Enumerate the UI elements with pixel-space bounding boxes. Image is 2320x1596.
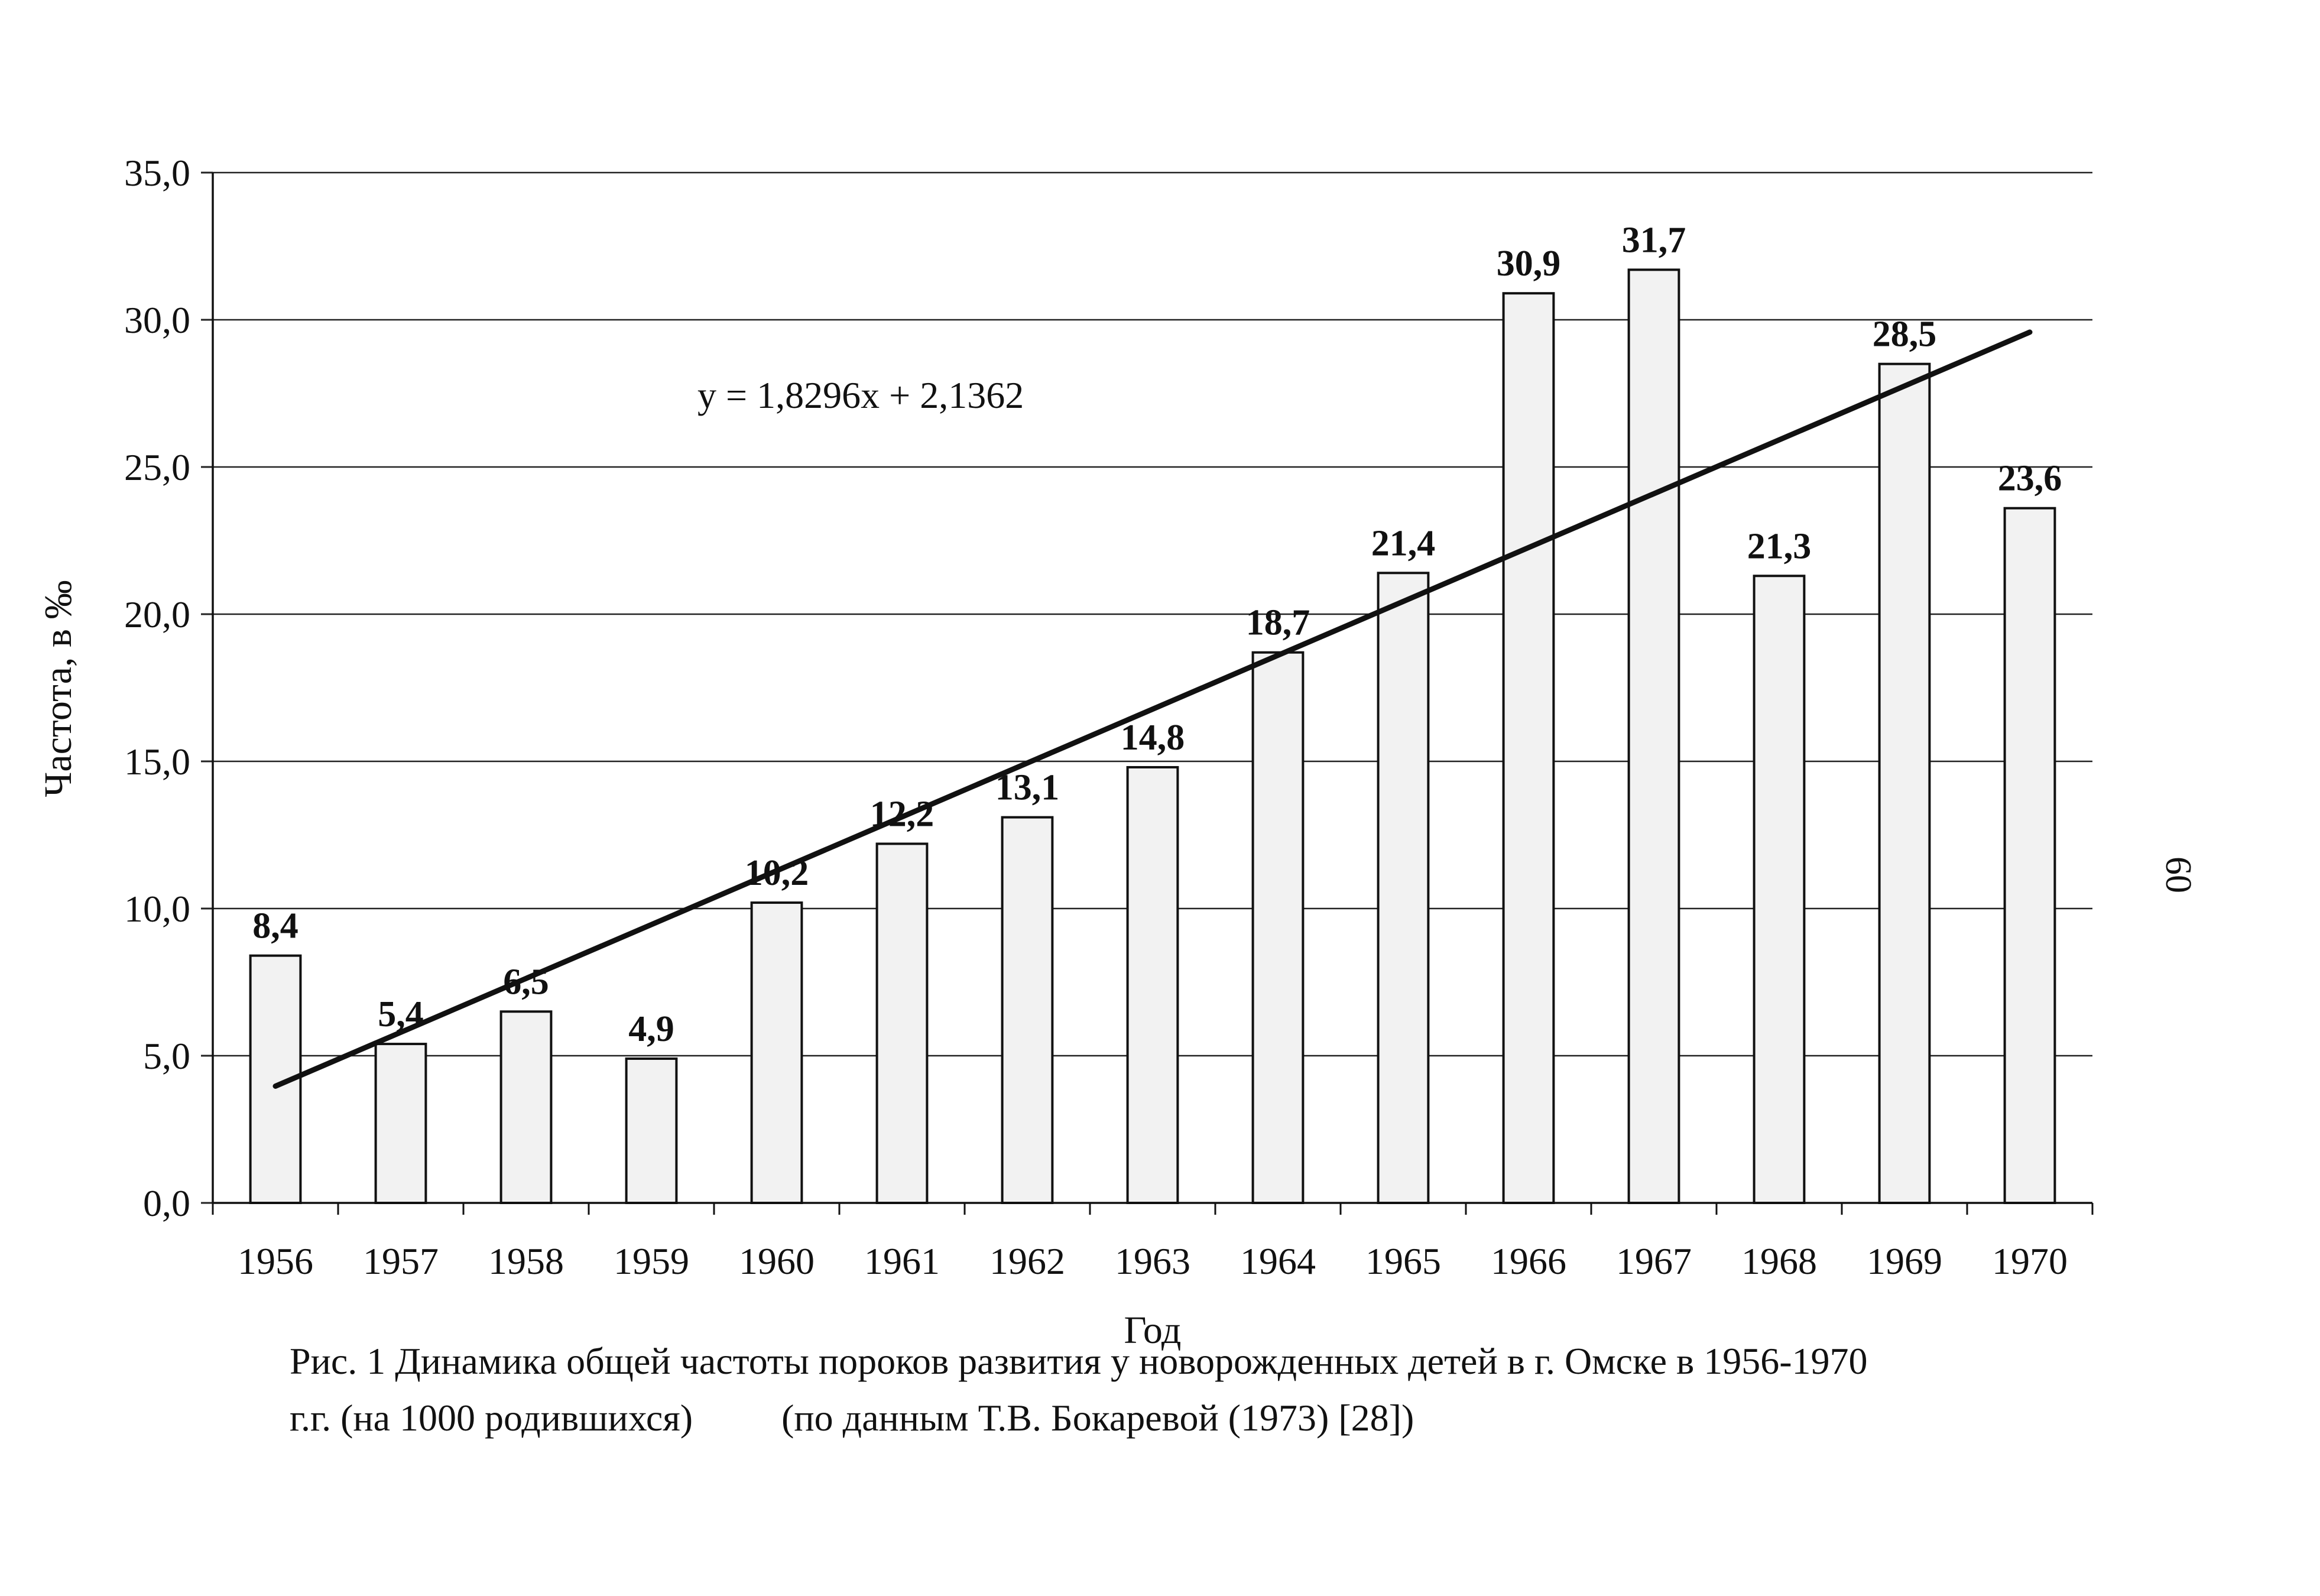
page-number: 60 (2158, 857, 2198, 893)
axes (212, 173, 2094, 1215)
caption-line-2-left: г.г. (на 1000 родившихся) (290, 1397, 693, 1439)
data-label: 30,9 (1497, 244, 1561, 284)
x-tick-label: 1967 (1616, 1240, 1692, 1282)
x-tick-label: 1961 (864, 1240, 940, 1282)
y-tick-labels: 0,0 5,0 10,0 15,0 20,0 25,0 30,0 35,0 (124, 152, 190, 1224)
y-tick-label: 0,0 (143, 1182, 190, 1224)
trendline-group (272, 329, 2033, 1089)
y-tick-label: 20,0 (124, 593, 190, 635)
x-axis-title: Год (1124, 1309, 1181, 1352)
trendline (272, 329, 2033, 1089)
y-tick-label: 30,0 (124, 299, 190, 341)
data-labels: 8,45,46,54,910,212,213,114,818,721,430,9… (252, 220, 2062, 1049)
caption-line-2: г.г. (на 1000 родившихся) (по данным Т.В.… (290, 1390, 2181, 1446)
bar-1963 (1126, 765, 1179, 1204)
bar-1965 (1377, 572, 1430, 1204)
bar-1958 (499, 1010, 553, 1205)
data-label: 31,7 (1622, 220, 1686, 260)
bar-1967 (1627, 268, 1680, 1205)
caption-line-1: Рис. 1 Динамика общей частоты пороков ра… (290, 1340, 1868, 1382)
caption-line-2-right: (по данным Т.В. Бокаревой (1973) [28]) (781, 1397, 1414, 1439)
y-axis-title: Частота, в ‰ (37, 580, 80, 797)
data-label: 5,4 (378, 994, 424, 1034)
y-tick-label: 10,0 (124, 888, 190, 930)
x-tick-label: 1969 (1867, 1240, 1942, 1282)
bar-1962 (1001, 816, 1054, 1204)
x-tick-label: 1958 (488, 1240, 564, 1282)
x-tick-label: 1959 (614, 1240, 689, 1282)
data-label: 6,5 (503, 962, 549, 1002)
bar-1969 (1878, 362, 1931, 1205)
bar-1959 (625, 1057, 678, 1204)
x-tick-labels: 1956 1957 1958 1959 1960 1961 1962 1963 1964 1965… (238, 1240, 2068, 1282)
data-label: 23,6 (1998, 459, 2062, 499)
y-tick-label: 35,0 (124, 152, 190, 194)
bars (249, 268, 2056, 1205)
y-tick-label: 5,0 (143, 1035, 190, 1077)
bar-1970 (2003, 507, 2056, 1204)
bar-1960 (750, 901, 803, 1205)
data-label: 21,4 (1371, 523, 1436, 563)
x-tick-label: 1963 (1115, 1240, 1190, 1282)
bar-1968 (1753, 575, 1806, 1204)
y-tick-label: 25,0 (124, 446, 190, 488)
x-tick-label: 1956 (238, 1240, 313, 1282)
trendline-equation: y = 1,8296x + 2,1362 (697, 374, 1024, 416)
figure-caption: Рис. 1 Динамика общей частоты пороков ра… (290, 1333, 2181, 1446)
bar-1964 (1251, 651, 1305, 1204)
data-label: 21,3 (1747, 526, 1812, 566)
x-tick-label: 1957 (363, 1240, 439, 1282)
data-label: 28,5 (1873, 314, 1937, 355)
x-tick-label: 1966 (1491, 1240, 1566, 1282)
data-label: 18,7 (1246, 603, 1310, 643)
data-label: 8,4 (252, 906, 298, 946)
x-tick-label: 1968 (1741, 1240, 1817, 1282)
y-tick-label: 15,0 (124, 741, 190, 783)
bar-1966 (1502, 292, 1555, 1204)
x-tick-label: 1960 (739, 1240, 815, 1282)
bar-1957 (374, 1043, 427, 1204)
data-label: 4,9 (628, 1009, 674, 1049)
x-tick-label: 1970 (1992, 1240, 2068, 1282)
x-tick-label: 1964 (1240, 1240, 1316, 1282)
x-tick-label: 1965 (1365, 1240, 1441, 1282)
bar-1961 (875, 842, 929, 1204)
x-tick-label: 1962 (989, 1240, 1065, 1282)
data-label: 14,8 (1121, 718, 1185, 758)
